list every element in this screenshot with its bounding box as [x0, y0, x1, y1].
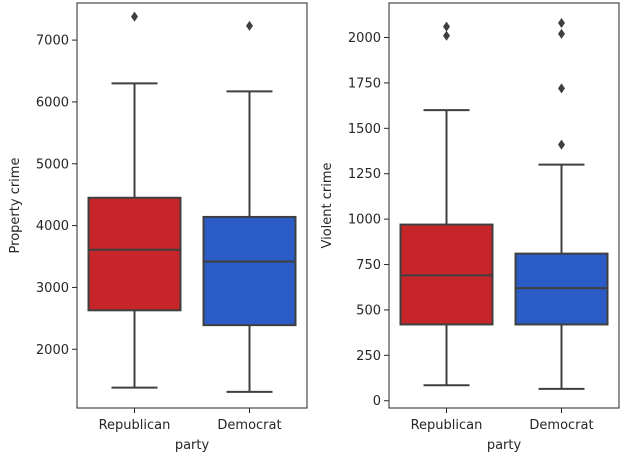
- outlier-marker: [246, 20, 253, 31]
- y-tick-label: 0: [373, 394, 381, 409]
- y-tick-label: 2000: [36, 343, 69, 358]
- y-axis-label: Violent crime: [320, 162, 335, 248]
- y-axis-label: Property crime: [8, 158, 23, 254]
- y-tick-label: 2000: [348, 31, 381, 46]
- box-republican: [87, 196, 182, 312]
- y-tick-label: 750: [356, 258, 381, 273]
- outlier-marker: [131, 11, 138, 22]
- x-axis-label: party: [175, 438, 210, 453]
- outlier-marker: [558, 28, 565, 39]
- y-tick-label: 250: [356, 349, 381, 364]
- box-democrat: [202, 215, 297, 327]
- x-tick-label: Democrat: [529, 418, 593, 433]
- y-tick-label: 1250: [348, 167, 381, 182]
- outlier-marker: [558, 17, 565, 28]
- violent-crime-boxplot: 0 250 500 750 1000 1250 1500 1750 2000 Republican…: [320, 2, 620, 453]
- y-tick-label: 1000: [348, 213, 381, 228]
- y-tick-label: 500: [356, 303, 381, 318]
- y-tick-label: 4000: [36, 219, 69, 234]
- axes-frame: [388, 2, 620, 409]
- outlier-marker: [558, 139, 565, 150]
- y-tick-label: 6000: [36, 95, 69, 110]
- outlier-marker: [558, 83, 565, 94]
- y-tick-label: 1750: [348, 76, 381, 91]
- x-tick-label: Democrat: [217, 418, 281, 433]
- x-tick-label: Republican: [99, 418, 171, 433]
- y-tick-label: 7000: [36, 34, 69, 49]
- x-axis-label: party: [487, 438, 522, 453]
- property-crime-boxplot: 2000 3000 4000 5000 6000 7000 Republican Democr…: [8, 2, 308, 453]
- y-tick-label: 3000: [36, 281, 69, 296]
- y-tick-label: 1500: [348, 122, 381, 137]
- outlier-marker: [443, 21, 450, 32]
- axes-frame: [76, 2, 308, 409]
- y-tick-label: 5000: [36, 157, 69, 172]
- x-tick-label: Republican: [411, 418, 483, 433]
- outlier-marker: [443, 30, 450, 41]
